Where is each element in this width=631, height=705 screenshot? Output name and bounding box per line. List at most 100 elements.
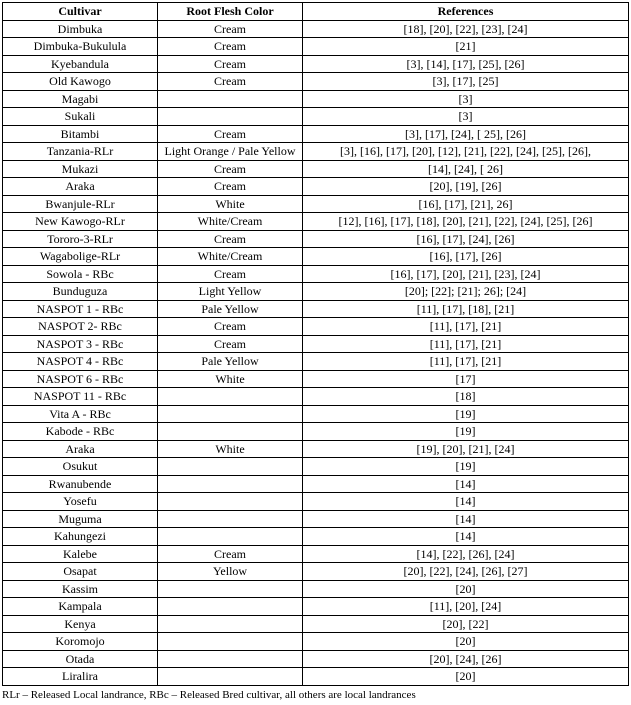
cell-root-flesh-color xyxy=(157,89,303,108)
table-row: Araka White [19], [20], [21], [24] xyxy=(2,439,629,458)
cell-cultivar: NASPOT 3 - RBc xyxy=(2,334,158,353)
cell-root-flesh-color xyxy=(157,457,303,476)
table-row: Yosefu [14] xyxy=(2,492,629,511)
table-row: Osukut [19] xyxy=(2,457,629,476)
cell-references: [11], [20], [24] xyxy=(302,597,629,616)
cell-cultivar: NASPOT 2- RBc xyxy=(2,317,158,336)
cell-cultivar: New Kawogo-RLr xyxy=(2,212,158,231)
cell-references: [21] xyxy=(302,37,629,56)
cell-root-flesh-color: White xyxy=(157,369,303,388)
cell-root-flesh-color: Cream xyxy=(157,229,303,248)
cell-root-flesh-color: Cream xyxy=(157,72,303,91)
header-root-flesh-color: Root Flesh Color xyxy=(157,2,303,21)
cell-references: [20], [22] xyxy=(302,614,629,633)
cell-references: [18], [20], [22], [23], [24] xyxy=(302,19,629,38)
table-row: Mukazi Cream [14], [24], [ 26] xyxy=(2,159,629,178)
table-row: NASPOT 1 - RBc Pale Yellow [11], [17], [18… xyxy=(2,299,629,318)
cell-cultivar: Kalebe xyxy=(2,544,158,563)
cell-root-flesh-color xyxy=(157,107,303,126)
cell-root-flesh-color: Pale Yellow xyxy=(157,352,303,371)
cell-cultivar: Kyebandula xyxy=(2,54,158,73)
table-row: New Kawogo-RLr White/Cream [12], [16], [17… xyxy=(2,212,629,231)
cell-cultivar: Kahungezi xyxy=(2,527,158,546)
cell-references: [20], [24], [26] xyxy=(302,649,629,668)
cell-root-flesh-color xyxy=(157,422,303,441)
cell-root-flesh-color xyxy=(157,579,303,598)
table-row: Rwanubende [14] xyxy=(2,474,629,493)
cell-cultivar: Bitambi xyxy=(2,124,158,143)
cell-references: [14] xyxy=(302,509,629,528)
table-row: NASPOT 6 - RBc White [17] xyxy=(2,369,629,388)
cell-references: [3], [14], [17], [25], [26] xyxy=(302,54,629,73)
cell-references: [18] xyxy=(302,387,629,406)
cell-references: [20], [19], [26] xyxy=(302,177,629,196)
cell-cultivar: Tanzania-RLr xyxy=(2,142,158,161)
cell-cultivar: Kabode - RBc xyxy=(2,422,158,441)
table-row: Tanzania-RLr Light Orange / Pale Yellow [3… xyxy=(2,142,629,161)
cell-root-flesh-color: Light Yellow xyxy=(157,282,303,301)
cell-references: [3] xyxy=(302,89,629,108)
cell-cultivar: Tororo-3-RLr xyxy=(2,229,158,248)
cell-cultivar: Dimbuka xyxy=(2,19,158,38)
cell-root-flesh-color: Cream xyxy=(157,544,303,563)
cell-references: [19] xyxy=(302,422,629,441)
cell-root-flesh-color xyxy=(157,597,303,616)
cell-root-flesh-color: White/Cream xyxy=(157,212,303,231)
cell-cultivar: NASPOT 11 - RBc xyxy=(2,387,158,406)
table-row: Otada [20], [24], [26] xyxy=(2,649,629,668)
table-row: Vita A - RBc [19] xyxy=(2,404,629,423)
cell-cultivar: Osapat xyxy=(2,562,158,581)
table-row: Bwanjule-RLr White [16], [17], [21], 26] xyxy=(2,194,629,213)
table-row: Dimbuka Cream [18], [20], [22], [23], [24] xyxy=(2,19,629,38)
cell-cultivar: Dimbuka-Bukulula xyxy=(2,37,158,56)
cell-cultivar: Bwanjule-RLr xyxy=(2,194,158,213)
cell-references: [3], [17], [25] xyxy=(302,72,629,91)
table-row: NASPOT 3 - RBc Cream [11], [17], [21] xyxy=(2,334,629,353)
cell-references: [20] xyxy=(302,667,629,686)
cell-references: [14], [22], [26], [24] xyxy=(302,544,629,563)
cell-references: [20] xyxy=(302,579,629,598)
cell-cultivar: Old Kawogo xyxy=(2,72,158,91)
cell-root-flesh-color: White xyxy=(157,439,303,458)
table-row: Muguma [14] xyxy=(2,509,629,528)
cell-root-flesh-color: Cream xyxy=(157,54,303,73)
cell-references: [16], [17], [26] xyxy=(302,247,629,266)
cell-references: [19], [20], [21], [24] xyxy=(302,439,629,458)
cell-cultivar: NASPOT 1 - RBc xyxy=(2,299,158,318)
table-row: Dimbuka-Bukulula Cream [21] xyxy=(2,37,629,56)
cell-references: [19] xyxy=(302,457,629,476)
cell-references: [11], [17], [21] xyxy=(302,317,629,336)
footnote: RLr – Released Local landrance, RBc – Re… xyxy=(2,689,416,701)
cell-references: [14] xyxy=(302,527,629,546)
table-row: Tororo-3-RLr Cream [16], [17], [24], [26] xyxy=(2,229,629,248)
cell-root-flesh-color xyxy=(157,492,303,511)
cell-cultivar: Mukazi xyxy=(2,159,158,178)
table-row: Bitambi Cream [3], [17], [24], [ 25], [26] xyxy=(2,124,629,143)
cell-cultivar: Bunduguza xyxy=(2,282,158,301)
cell-root-flesh-color xyxy=(157,527,303,546)
table-row: Kabode - RBc [19] xyxy=(2,422,629,441)
cell-references: [14], [24], [ 26] xyxy=(302,159,629,178)
table-row: Kyebandula Cream [3], [14], [17], [25], [2… xyxy=(2,54,629,73)
cell-root-flesh-color: Cream xyxy=(157,37,303,56)
table-row: Kampala [11], [20], [24] xyxy=(2,597,629,616)
table-row: NASPOT 4 - RBc Pale Yellow [11], [17], [21… xyxy=(2,352,629,371)
header-references: References xyxy=(302,2,629,21)
cell-cultivar: Koromojo xyxy=(2,632,158,651)
cell-root-flesh-color: White xyxy=(157,194,303,213)
cell-root-flesh-color: Cream xyxy=(157,159,303,178)
cell-cultivar: Kenya xyxy=(2,614,158,633)
cell-references: [11], [17], [21] xyxy=(302,334,629,353)
table-row: Old Kawogo Cream [3], [17], [25] xyxy=(2,72,629,91)
cell-cultivar: Sukali xyxy=(2,107,158,126)
cell-cultivar: Sowola - RBc xyxy=(2,264,158,283)
cell-references: [16], [17], [21], 26] xyxy=(302,194,629,213)
table-row: Kenya [20], [22] xyxy=(2,614,629,633)
cell-references: [14] xyxy=(302,492,629,511)
table-row: NASPOT 2- RBc Cream [11], [17], [21] xyxy=(2,317,629,336)
cell-cultivar: Vita A - RBc xyxy=(2,404,158,423)
table-row: Sowola - RBc Cream [16], [17], [20], [21],… xyxy=(2,264,629,283)
table-row: Wagabolige-RLr White/Cream [16], [17], [26… xyxy=(2,247,629,266)
table-row: Kahungezi [14] xyxy=(2,527,629,546)
cell-cultivar: Wagabolige-RLr xyxy=(2,247,158,266)
